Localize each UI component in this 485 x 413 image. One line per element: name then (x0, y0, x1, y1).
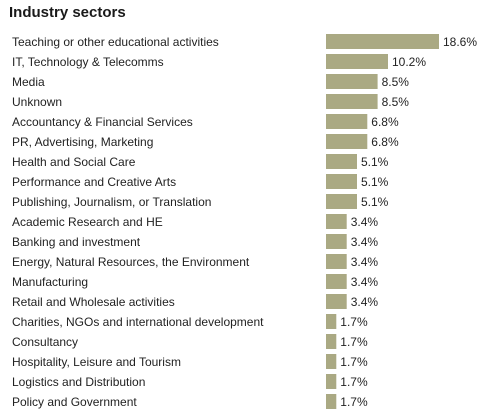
value-label: 3.4% (351, 235, 379, 249)
bar (326, 54, 388, 69)
value-label: 3.4% (351, 255, 379, 269)
value-label: 3.4% (351, 295, 379, 309)
category-label: Consultancy (12, 335, 78, 349)
value-label: 10.2% (392, 55, 426, 69)
category-label: Retail and Wholesale activities (12, 295, 175, 309)
value-label: 1.7% (340, 355, 368, 369)
value-label: 1.7% (340, 395, 368, 409)
bar (326, 74, 378, 89)
bar (326, 394, 337, 409)
value-label: 6.8% (371, 115, 399, 129)
category-label: Academic Research and HE (12, 215, 163, 229)
bar (326, 374, 337, 389)
category-label: IT, Technology & Telecomms (12, 55, 164, 69)
bar (326, 254, 347, 269)
chart-title: Industry sectors (9, 4, 126, 21)
value-label: 6.8% (371, 135, 399, 149)
value-label: 5.1% (361, 155, 389, 169)
category-label: Health and Social Care (12, 155, 136, 169)
category-label: Policy and Government (12, 395, 137, 409)
bar (326, 334, 337, 349)
category-label: Accountancy & Financial Services (12, 115, 193, 129)
bar (326, 274, 347, 289)
category-label: Media (12, 75, 45, 89)
value-label: 1.7% (340, 375, 368, 389)
value-label: 1.7% (340, 335, 368, 349)
bar (326, 214, 347, 229)
category-label: Logistics and Distribution (12, 375, 145, 389)
category-label: Teaching or other educational activities (12, 35, 219, 49)
value-label: 5.1% (361, 195, 389, 209)
category-label: Banking and investment (12, 235, 141, 249)
category-label: PR, Advertising, Marketing (12, 135, 153, 149)
value-label: 3.4% (351, 215, 379, 229)
category-label: Energy, Natural Resources, the Environme… (12, 255, 250, 269)
value-label: 1.7% (340, 315, 368, 329)
category-label: Manufacturing (12, 275, 88, 289)
bar (326, 34, 439, 49)
category-label: Publishing, Journalism, or Translation (12, 195, 211, 209)
bar (326, 114, 368, 129)
bar (326, 314, 337, 329)
value-label: 5.1% (361, 175, 389, 189)
category-label: Unknown (12, 95, 62, 109)
category-label: Hospitality, Leisure and Tourism (12, 355, 181, 369)
bar (326, 174, 357, 189)
bar (326, 154, 357, 169)
value-label: 3.4% (351, 275, 379, 289)
value-label: 8.5% (382, 95, 410, 109)
category-label: Charities, NGOs and international develo… (12, 315, 264, 329)
bar (326, 294, 347, 309)
value-label: 18.6% (443, 35, 477, 49)
bar (326, 234, 347, 249)
bar (326, 134, 368, 149)
bar (326, 194, 357, 209)
category-label: Performance and Creative Arts (12, 175, 176, 189)
value-label: 8.5% (382, 75, 410, 89)
bar (326, 94, 378, 109)
bar (326, 354, 337, 369)
